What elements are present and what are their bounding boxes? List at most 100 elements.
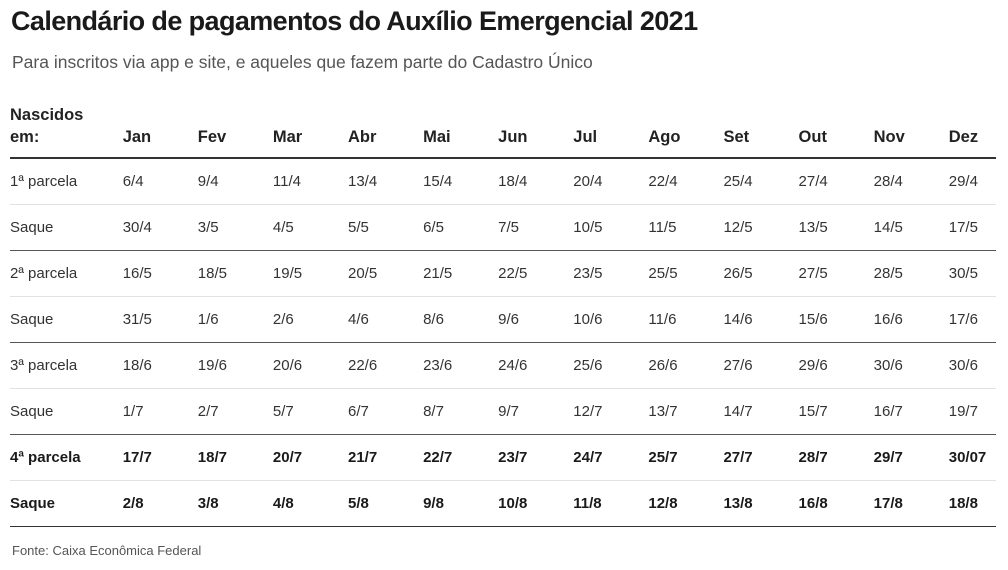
month-header-set: Set xyxy=(723,104,799,159)
date-cell: 16/5 xyxy=(122,250,198,297)
page-title: Calendário de pagamentos do Auxílio Emer… xyxy=(11,6,698,36)
table-row: Saque 31/5 1/6 2/6 4/6 8/6 9/6 10/6 11/6 14/6 15/6… xyxy=(10,296,996,343)
date-cell: 22/6 xyxy=(347,342,424,389)
date-cell: 16/7 xyxy=(873,388,949,435)
date-cell: 1/6 xyxy=(197,296,273,343)
date-cell: 4/6 xyxy=(347,296,424,343)
date-cell: 11/4 xyxy=(272,158,348,205)
date-cell: 13/5 xyxy=(798,204,874,251)
date-cell: 14/7 xyxy=(723,388,799,435)
date-cell: 21/7 xyxy=(347,434,424,481)
date-cell: 18/5 xyxy=(197,250,273,297)
date-cell: 31/5 xyxy=(122,296,198,343)
date-cell: 30/6 xyxy=(873,342,949,389)
date-cell: 6/5 xyxy=(423,204,499,251)
date-cell: 25/6 xyxy=(573,342,649,389)
row-label: 2ª parcela xyxy=(10,250,123,297)
date-cell: 20/6 xyxy=(272,342,348,389)
date-cell: 2/6 xyxy=(272,296,348,343)
row-label: 1ª parcela xyxy=(10,158,123,205)
month-header-fev: Fev xyxy=(197,104,273,159)
date-cell: 25/5 xyxy=(648,250,724,297)
date-cell: 28/4 xyxy=(873,158,949,205)
row-label: 3ª parcela xyxy=(10,342,123,389)
date-cell: 18/4 xyxy=(498,158,574,205)
date-cell: 20/7 xyxy=(272,434,348,481)
date-cell: 29/7 xyxy=(873,434,949,481)
table-body: 1ª parcela 6/4 9/4 11/4 13/4 15/4 18/4 20/4 22/4… xyxy=(10,158,996,527)
date-cell: 13/8 xyxy=(723,480,799,527)
date-cell: 29/4 xyxy=(948,158,996,205)
date-cell: 15/6 xyxy=(798,296,874,343)
table-row: 2ª parcela 16/5 18/5 19/5 20/5 21/5 22/5 23/5 25… xyxy=(10,250,996,297)
table-row: Saque 30/4 3/5 4/5 5/5 6/5 7/5 10/5 11/5 12/5 13/5… xyxy=(10,204,996,251)
date-cell: 27/5 xyxy=(798,250,874,297)
date-cell: 26/6 xyxy=(648,342,724,389)
date-cell: 6/4 xyxy=(122,158,198,205)
date-cell: 18/6 xyxy=(122,342,198,389)
date-cell: 17/6 xyxy=(948,296,996,343)
date-cell: 30/5 xyxy=(948,250,996,297)
date-cell: 13/7 xyxy=(648,388,724,435)
date-cell: 2/8 xyxy=(122,480,198,527)
date-cell: 17/5 xyxy=(948,204,996,251)
date-cell: 3/8 xyxy=(197,480,273,527)
month-header-abr: Abr xyxy=(347,104,424,159)
date-cell: 30/07 xyxy=(948,434,996,481)
date-cell: 26/5 xyxy=(723,250,799,297)
date-cell: 9/4 xyxy=(197,158,273,205)
date-cell: 11/5 xyxy=(648,204,724,251)
date-cell: 8/6 xyxy=(423,296,499,343)
date-cell: 14/6 xyxy=(723,296,799,343)
date-cell: 9/6 xyxy=(498,296,574,343)
date-cell: 20/4 xyxy=(573,158,649,205)
row-label: Saque xyxy=(10,480,123,527)
date-cell: 12/7 xyxy=(573,388,649,435)
date-cell: 24/6 xyxy=(498,342,574,389)
date-cell: 15/4 xyxy=(423,158,499,205)
month-header-out: Out xyxy=(798,104,874,159)
date-cell: 5/8 xyxy=(347,480,424,527)
table-header-row: Nascidos em: Jan Fev Mar Abr Mai Jun Jul… xyxy=(10,104,996,159)
date-cell: 30/6 xyxy=(948,342,996,389)
table-row: Saque 1/7 2/7 5/7 6/7 8/7 9/7 12/7 13/7 14/7 15/7 1… xyxy=(10,388,996,435)
date-cell: 27/7 xyxy=(723,434,799,481)
date-cell: 5/7 xyxy=(272,388,348,435)
date-cell: 15/7 xyxy=(798,388,874,435)
date-cell: 11/6 xyxy=(648,296,724,343)
row-header-line-1: Nascidos xyxy=(10,106,84,124)
date-cell: 19/6 xyxy=(197,342,273,389)
table-row: 3ª parcela 18/6 19/6 20/6 22/6 23/6 24/6 25/6 26… xyxy=(10,342,996,389)
date-cell: 28/5 xyxy=(873,250,949,297)
date-cell: 8/7 xyxy=(423,388,499,435)
table-row: 1ª parcela 6/4 9/4 11/4 13/4 15/4 18/4 20/4 22/4… xyxy=(10,158,996,205)
date-cell: 30/4 xyxy=(122,204,198,251)
date-cell: 12/5 xyxy=(723,204,799,251)
date-cell: 12/8 xyxy=(648,480,724,527)
page-subtitle: Para inscritos via app e site, e aqueles… xyxy=(12,52,593,72)
date-cell: 16/8 xyxy=(798,480,874,527)
date-cell: 16/6 xyxy=(873,296,949,343)
row-label: Saque xyxy=(10,296,123,343)
month-header-dez: Dez xyxy=(948,104,996,159)
row-header-line-2: em: xyxy=(10,128,40,146)
date-cell: 25/4 xyxy=(723,158,799,205)
date-cell: 27/4 xyxy=(798,158,874,205)
month-header-mar: Mar xyxy=(272,104,348,159)
date-cell: 22/7 xyxy=(423,434,499,481)
month-header-ago: Ago xyxy=(648,104,724,159)
date-cell: 23/5 xyxy=(573,250,649,297)
date-cell: 19/7 xyxy=(948,388,996,435)
date-cell: 29/6 xyxy=(798,342,874,389)
date-cell: 10/6 xyxy=(573,296,649,343)
date-cell: 22/4 xyxy=(648,158,724,205)
date-cell: 11/8 xyxy=(573,480,649,527)
payment-calendar-table: Nascidos em: Jan Fev Mar Abr Mai Jun Jul… xyxy=(10,104,996,527)
month-header-mai: Mai xyxy=(423,104,499,159)
date-cell: 1/7 xyxy=(122,388,198,435)
source-footnote: Fonte: Caixa Econômica Federal xyxy=(12,543,202,558)
month-header-jun: Jun xyxy=(498,104,574,159)
date-cell: 17/8 xyxy=(873,480,949,527)
date-cell: 9/7 xyxy=(498,388,574,435)
date-cell: 9/8 xyxy=(423,480,499,527)
